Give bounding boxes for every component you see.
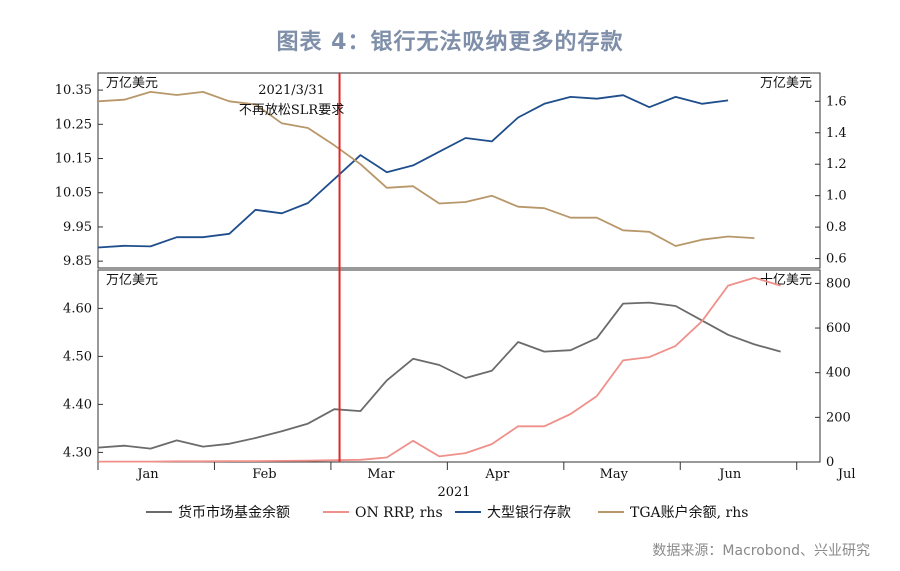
series-line-bank (97, 94, 729, 249)
bottom-panel: 4.60 4.50 4.40 4.30 800 600 400 200 0 万亿美元 十亿美元 Jan… (63, 269, 856, 500)
legend-label: 大型银行存款 (487, 505, 571, 521)
y-tick-label-left: 10.15 (55, 152, 92, 167)
x-tick-label: Jan (135, 467, 159, 482)
y-tick-label-right: 600 (826, 321, 851, 336)
x-tick-label: Apr (484, 467, 510, 482)
y-tick-label-right: 400 (826, 366, 851, 381)
chart-title: 图表 4：银行无法吸纳更多的存款 (276, 30, 624, 55)
y-tick-label-right: 800 (826, 276, 851, 291)
y-tick-label-left: 10.35 (55, 83, 92, 98)
legend-label: ON RRP, rhs (355, 505, 443, 521)
y-tick-label-left: 4.60 (63, 301, 92, 316)
source-note: 数据来源：Macrobond、兴业研究 (652, 543, 870, 559)
y-tick-label-right: 1.2 (826, 157, 847, 172)
series-line-onrrp (98, 276, 781, 463)
y-tick-label-right: 1.6 (826, 94, 847, 109)
legend: 货币市场基金余额 ON RRP, rhs 大型银行存款 TGA账户余额, rhs (146, 504, 748, 521)
left-axis-unit: 万亿美元 (106, 273, 158, 288)
x-tick-label: Jul (836, 467, 856, 482)
y-tick-label-left: 4.50 (63, 349, 92, 364)
top-panel: 10.35 10.25 10.15 10.05 9.95 9.85 1.6 1.4 1.2 1.0… (55, 72, 847, 269)
series-line-mmf (97, 301, 781, 450)
y-tick-label-left: 9.95 (63, 220, 92, 235)
y-tick-label-left: 9.85 (63, 254, 92, 269)
right-axis-unit: 十亿美元 (760, 273, 812, 288)
y-tick-label-right: 1.0 (826, 189, 847, 204)
series-line-tga (97, 91, 755, 247)
plot-frame (97, 269, 821, 463)
y-tick-label-right: 0.6 (826, 252, 847, 267)
y-tick-label-right: 1.4 (826, 126, 847, 141)
left-axis-unit: 万亿美元 (106, 76, 158, 91)
y-tick-label-left: 4.40 (63, 397, 92, 412)
x-tick-label: Feb (252, 467, 276, 482)
x-axis-label: 2021 (437, 485, 470, 500)
legend-label: 货币市场基金余额 (178, 504, 290, 521)
annotation-text: 不再放松SLR要求 (239, 103, 344, 118)
y-tick-label-left: 10.05 (55, 186, 92, 201)
plot-frame (97, 72, 821, 269)
y-tick-label-left: 4.30 (63, 445, 92, 460)
y-tick-label-left: 10.25 (55, 117, 92, 132)
x-tick-label: May (600, 467, 629, 482)
x-tick-label: Mar (367, 467, 395, 482)
annotation-date: 2021/3/31 (258, 83, 325, 98)
legend-label: TGA账户余额, rhs (630, 504, 748, 521)
y-tick-label-right: 0.8 (826, 220, 847, 235)
y-tick-label-right: 0 (826, 455, 834, 470)
x-tick-label: Jun (717, 467, 742, 482)
y-tick-label-right: 200 (826, 410, 851, 425)
right-axis-unit: 万亿美元 (760, 76, 812, 91)
